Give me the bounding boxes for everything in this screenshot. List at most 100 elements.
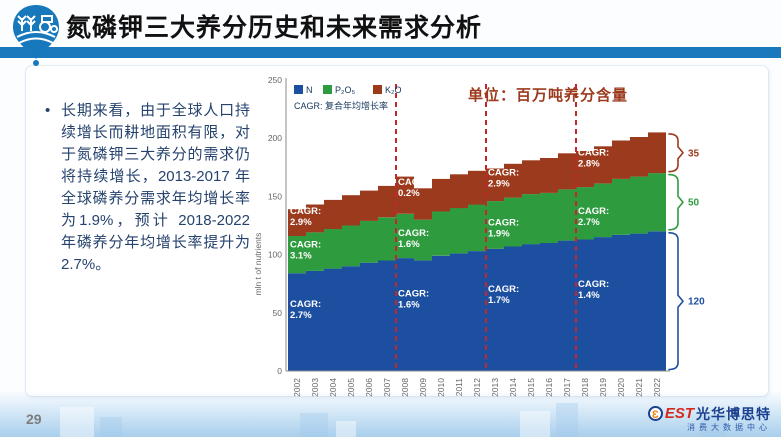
cagr-label: CAGR: 1.6% <box>398 289 429 311</box>
bar-segment <box>414 260 432 371</box>
bar-segment <box>468 251 486 371</box>
legend-swatch <box>294 85 303 94</box>
bar-segment <box>414 219 432 261</box>
bullet-text: 长期来看，由于全球人口持续增长而耕地面积有限，对于氮磷钾三大养分的需求仍将持续增… <box>61 102 250 273</box>
x-tick-label: 2002 <box>292 378 302 397</box>
x-tick-label: 2007 <box>382 378 392 397</box>
bar-segment <box>432 255 450 371</box>
cagr-label: CAGR: 1.9% <box>488 218 519 240</box>
x-tick-label: 2022 <box>652 378 662 397</box>
segment-bracket <box>668 232 684 371</box>
y-tick-label: 250 <box>268 75 282 85</box>
y-tick-label: 200 <box>268 133 282 143</box>
unit-note: 单位：百万吨养分含量 <box>468 87 629 104</box>
cagr-label: CAGR: 2.9% <box>290 206 321 228</box>
bar-segment <box>324 268 342 371</box>
bar-segment <box>576 239 594 371</box>
farm-pin-logo-icon <box>13 5 59 66</box>
bar-segment <box>504 163 522 198</box>
bar-segment <box>630 137 648 177</box>
page-number: 29 <box>26 411 42 427</box>
bar-segment <box>558 240 576 371</box>
bar-segment <box>342 195 360 226</box>
brand-latin: EST <box>664 405 694 422</box>
header-accent-bar <box>0 47 781 58</box>
bar-segment <box>342 225 360 267</box>
bar-segment <box>450 208 468 254</box>
bar-segment <box>396 213 414 259</box>
y-tick-label: 50 <box>273 308 283 318</box>
footer-brand-logo: Ɛ EST 光华博思特 消费大数据中心 <box>647 405 771 432</box>
cagr-label: CAGR: 0.2% <box>398 177 429 199</box>
x-tick-label: 2003 <box>310 378 320 397</box>
chart-canvas: 0 50 100 150 200 250 mln t of nutrients 2002 200… <box>250 64 780 409</box>
cagr-label: CAGR: 1.6% <box>398 228 429 250</box>
cagr-label: CAGR: 2.7% <box>290 299 321 321</box>
bar-segment <box>378 185 396 218</box>
legend-label: P₂O₅ <box>335 85 355 95</box>
bar-segment <box>504 197 522 247</box>
bar-segment <box>396 176 414 214</box>
bar-segment <box>360 262 378 371</box>
x-tick-label: 2008 <box>400 378 410 397</box>
bar-segment <box>522 194 540 245</box>
bar-segment <box>540 158 558 193</box>
bar-segment <box>468 170 486 205</box>
bullet-marker: • <box>45 102 51 119</box>
bar-segment <box>594 146 612 184</box>
brand-subtitle: 消费大数据中心 <box>687 423 771 432</box>
x-tick-label: 2006 <box>364 378 374 397</box>
bar-segment <box>288 273 306 371</box>
bullet-block: • 长期来看，由于全球人口持续增长而耕地面积有限，对于氮磷钾三大养分的需求仍将持… <box>44 100 250 276</box>
bar-segment <box>504 246 522 371</box>
bar-segment <box>378 217 396 261</box>
bar-segment <box>630 176 648 234</box>
bar-segment <box>648 173 666 232</box>
best-circle-icon: Ɛ <box>647 406 663 421</box>
bar-segment <box>522 244 540 371</box>
cagr-label: CAGR: 2.9% <box>488 167 519 189</box>
bar-segment <box>432 178 450 212</box>
x-tick-label: 2016 <box>544 378 554 397</box>
legend-swatch <box>323 85 332 94</box>
x-tick-label: 2015 <box>526 378 536 397</box>
segment-end-value: 50 <box>688 198 700 209</box>
x-tick-label: 2019 <box>598 378 608 397</box>
y-axis-title: mln t of nutrients <box>253 233 263 296</box>
bar-segment <box>594 237 612 371</box>
x-tick-label: 2011 <box>454 378 464 397</box>
npk-demand-chart: 0 50 100 150 200 250 mln t of nutrients 2002 200… <box>250 64 780 409</box>
cagr-label: CAGR: 1.7% <box>488 284 519 306</box>
legend-label: N <box>306 85 313 95</box>
segment-bracket <box>668 173 684 231</box>
cagr-label: CAGR: 3.1% <box>290 240 321 262</box>
bar-segment <box>486 168 504 202</box>
x-tick-label: 2004 <box>328 378 338 397</box>
cagr-label: CAGR: 1.4% <box>578 279 609 301</box>
bar-segment <box>306 204 324 233</box>
legend-swatch <box>373 85 382 94</box>
legend-label: K₂O <box>385 85 402 95</box>
slide-title: 氮磷钾三大养分历史和未来需求分析 <box>66 14 483 42</box>
bar-segment <box>360 190 378 221</box>
bar-segment <box>306 270 324 371</box>
x-tick-label: 2005 <box>346 378 356 397</box>
bar-segment <box>540 192 558 243</box>
bar-segment <box>540 243 558 371</box>
x-tick-label: 2009 <box>418 378 428 397</box>
y-tick-label: 100 <box>268 250 282 260</box>
bar-segment <box>306 232 324 271</box>
bar-segment <box>378 260 396 371</box>
bar-segment <box>558 189 576 241</box>
y-tick-label: 0 <box>277 366 282 376</box>
bar-segment <box>324 229 342 269</box>
bar-segment <box>486 248 504 371</box>
x-tick-label: 2021 <box>634 378 644 397</box>
brand-chinese: 光华博思特 <box>696 405 771 422</box>
bar-segment <box>486 201 504 249</box>
x-tick-label: 2013 <box>490 378 500 397</box>
bar-segment <box>522 160 540 195</box>
x-tick-label: 2012 <box>472 378 482 397</box>
bar-segment <box>468 204 486 252</box>
